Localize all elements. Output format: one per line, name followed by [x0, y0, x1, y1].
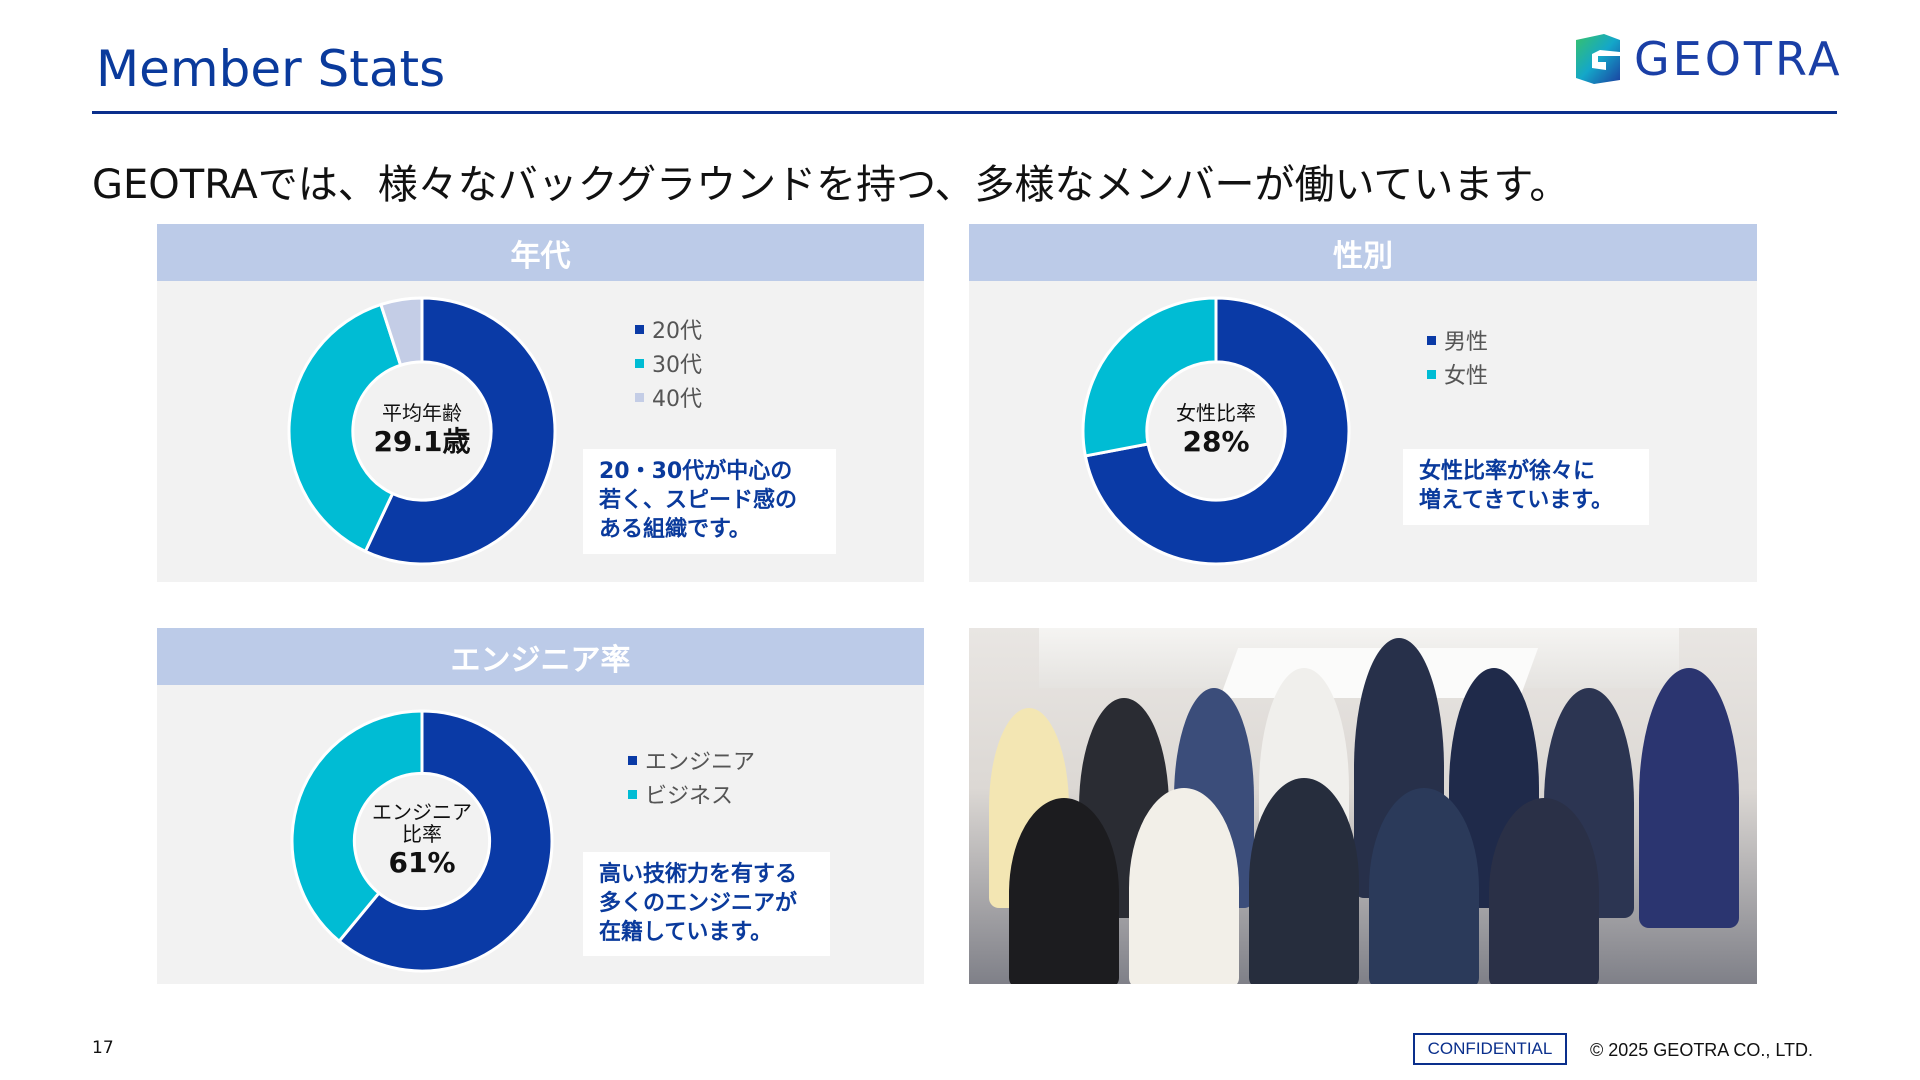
note-line: ある組織です。 [599, 517, 751, 542]
engineer-legend: エンジニア ビジネス [628, 743, 755, 811]
gender-panel: 性別 女性比率 28% 男性 女性 女性比率が徐々に 増えてきています。 [969, 224, 1757, 582]
legend-swatch [1427, 369, 1436, 379]
photo-person [1489, 798, 1599, 984]
photo-person [1009, 798, 1119, 984]
note-line: 女性比率が徐々に [1419, 459, 1596, 484]
legend-swatch [635, 324, 644, 334]
note-line: 在籍しています。 [599, 920, 773, 945]
engineer-panel-title: エンジニア率 [157, 628, 924, 685]
legend-label: 20代 [652, 319, 702, 344]
legend-swatch [635, 392, 644, 402]
page-title: Member Stats [96, 40, 446, 98]
photo-person [1129, 788, 1239, 984]
geotra-logo: GEOTRA [1570, 30, 1840, 90]
page-number: 17 [92, 1038, 114, 1058]
legend-swatch [1427, 335, 1436, 345]
legend-item-business: ビジネス [628, 777, 755, 811]
title-divider [92, 111, 1837, 114]
legend-label: 女性 [1444, 364, 1489, 389]
legend-item-20s: 20代 [635, 312, 702, 346]
age-donut-chart: 平均年齢 29.1歳 [287, 296, 557, 566]
photo-person [1369, 788, 1479, 984]
donut-slice-1 [337, 709, 554, 973]
copyright-text: © 2025 GEOTRA CO., LTD. [1590, 1040, 1813, 1060]
legend-item-male: 男性 [1427, 323, 1488, 357]
confidential-badge: CONFIDENTIAL [1413, 1033, 1567, 1065]
legend-item-engineer: エンジニア [628, 743, 755, 777]
age-legend: 20代 30代 40代 [635, 312, 702, 414]
legend-item-30s: 30代 [635, 346, 702, 380]
legend-label: エンジニア [645, 750, 756, 775]
age-note: 20・30代が中心の 若く、スピード感の ある組織です。 [583, 449, 836, 554]
legend-label: ビジネス [645, 784, 734, 809]
donut-slice-1 [1083, 296, 1351, 566]
legend-label: 男性 [1444, 330, 1489, 355]
donut-slice-3 [379, 296, 424, 368]
legend-label: 40代 [652, 387, 702, 412]
note-line: 多くのエンジニアが [599, 891, 798, 916]
gender-note: 女性比率が徐々に 増えてきています。 [1403, 449, 1649, 525]
page-subtitle: GEOTRAでは、様々なバックグラウンドを持つ、多様なメンバーが働いています。 [92, 162, 1570, 208]
legend-label: 30代 [652, 353, 702, 378]
age-panel: 年代 平均年齢 29.1歳 20代 30代 40代 20・30代が中心の 若く、… [157, 224, 924, 582]
donut-slice-2 [1081, 296, 1218, 458]
photo-person [1249, 778, 1359, 984]
legend-item-female: 女性 [1427, 357, 1488, 391]
age-panel-title: 年代 [157, 224, 924, 281]
legend-swatch [628, 789, 637, 799]
gender-legend: 男性 女性 [1427, 323, 1488, 391]
gender-donut-chart: 女性比率 28% [1081, 296, 1351, 566]
note-line: 20・30代が中心の [599, 459, 793, 484]
legend-swatch [628, 755, 637, 765]
engineer-donut-chart: エンジニア 比率 61% [290, 709, 554, 973]
donut-slice-2 [290, 709, 424, 944]
note-line: 高い技術力を有する [599, 862, 798, 887]
donut-slice-1 [363, 296, 557, 566]
legend-item-40s: 40代 [635, 380, 702, 414]
note-line: 増えてきています。 [1419, 488, 1614, 513]
engineer-note: 高い技術力を有する 多くのエンジニアが 在籍しています。 [583, 852, 830, 956]
team-photo [969, 628, 1757, 984]
gender-panel-title: 性別 [969, 224, 1757, 281]
photo-person [1639, 668, 1739, 928]
engineer-panel: エンジニア率 エンジニア 比率 61% エンジニア ビジネス 高い技術力を有する… [157, 628, 924, 984]
logo-text: GEOTRA [1634, 32, 1843, 86]
note-line: 若く、スピード感の [599, 488, 798, 513]
donut-slice-2 [287, 302, 403, 554]
legend-swatch [635, 358, 644, 368]
geotra-logo-mark-icon [1576, 34, 1620, 84]
